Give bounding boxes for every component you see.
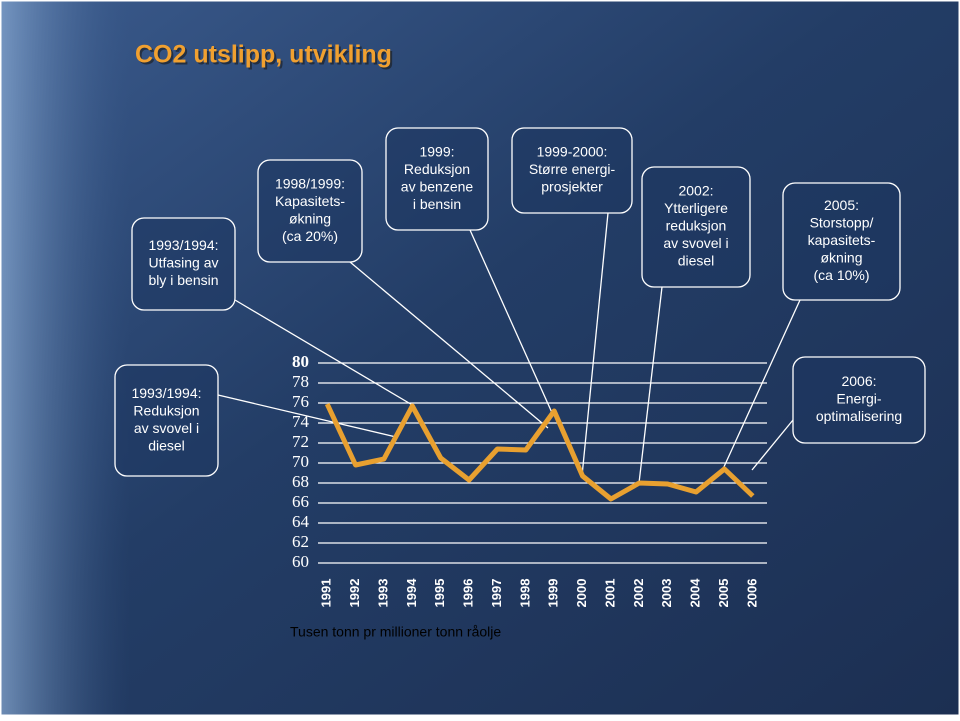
annotation-text: økning bbox=[289, 210, 331, 226]
annotation-text: av svovel i bbox=[663, 235, 728, 251]
annotation-text: Reduksjon bbox=[133, 402, 199, 418]
annotation-box bbox=[385, 127, 489, 231]
annotation-box bbox=[131, 217, 236, 311]
y-tick-label: 62 bbox=[292, 532, 309, 551]
annotation-text: kapasitets- bbox=[808, 232, 876, 248]
annotation: 1998/1999: Kapasitets-økning (ca 20%) bbox=[257, 159, 363, 263]
y-tick-label: 78 bbox=[292, 372, 309, 391]
annotation-box bbox=[114, 364, 219, 477]
connectors bbox=[217, 212, 801, 484]
annotation-text: reduksjon bbox=[666, 218, 727, 234]
annotation-text: 2002: bbox=[678, 183, 713, 199]
annotation-text: prosjekter bbox=[541, 179, 603, 195]
x-tick-label: 2000 bbox=[574, 579, 589, 608]
y-tick-label: 68 bbox=[292, 472, 309, 491]
annotation: 2006: Energi-optimalisering bbox=[792, 356, 926, 444]
x-tick-label: 2006 bbox=[744, 579, 759, 608]
annotation-text: økning bbox=[820, 250, 862, 266]
background-strip bbox=[0, 0, 130, 716]
data-line bbox=[324, 402, 755, 502]
annotation-text: diesel bbox=[148, 437, 185, 453]
connector bbox=[234, 299, 415, 407]
annotation-text: Utfasing av bbox=[148, 255, 218, 271]
annotation-text: 1993/1994: bbox=[148, 237, 218, 253]
x-tick-label: 1999 bbox=[546, 579, 561, 608]
y-tick-label: 64 bbox=[292, 512, 310, 531]
annotation-text: optimalisering bbox=[816, 408, 902, 424]
x-tick-label: 2005 bbox=[716, 579, 731, 608]
axis-label: Tusen tonn pr millioner tonn råolje bbox=[290, 624, 501, 640]
annotation-text: Storstopp/ bbox=[810, 215, 874, 231]
annotation-text: 2005: bbox=[824, 197, 859, 213]
annotation-text: 1993/1994: bbox=[131, 385, 201, 401]
y-tick-label: 72 bbox=[292, 432, 309, 451]
y-tick-label: 70 bbox=[292, 452, 309, 471]
annotation-text: av svovel i bbox=[134, 420, 199, 436]
annotation-text: 1999-2000: bbox=[537, 144, 608, 160]
annotation-box bbox=[257, 159, 363, 263]
annotation-text: av benzene bbox=[401, 178, 474, 194]
annotation-text: Større energi- bbox=[529, 161, 616, 177]
annotation-text: Energi- bbox=[836, 391, 881, 407]
annotation-text: diesel bbox=[678, 253, 715, 269]
x-tick-label: 1992 bbox=[347, 579, 362, 608]
annotation: 1999-2000:Større energi-prosjekter bbox=[511, 127, 633, 214]
title-shadow: CO2 utslipp, utvikling bbox=[137, 43, 394, 71]
x-tick-label: 2003 bbox=[659, 579, 674, 608]
y-tick-label: 74 bbox=[292, 412, 310, 431]
annotation-text: Kapasitets- bbox=[275, 193, 345, 209]
annotation-text: 1999: bbox=[419, 143, 454, 159]
x-tick-label: 1993 bbox=[375, 579, 390, 608]
annotation-box bbox=[782, 182, 901, 301]
chart-title: CO2 utslipp, utvikling bbox=[135, 41, 392, 69]
x-tick-label: 1995 bbox=[432, 579, 447, 608]
y-tick-label: 66 bbox=[292, 492, 309, 511]
x-tick-label: 2001 bbox=[602, 579, 617, 608]
annotation-text: 2006: bbox=[841, 373, 876, 389]
y-tick-label: 60 bbox=[292, 552, 309, 571]
annotation: 2005: Storstopp/kapasitets-økning(ca 10%) bbox=[782, 182, 901, 301]
x-tick-label: 2004 bbox=[688, 578, 703, 608]
annotation-text: bly i bensin bbox=[148, 272, 218, 288]
annotation-text: Reduksjon bbox=[404, 161, 470, 177]
x-tick-label: 1997 bbox=[489, 579, 504, 608]
connector bbox=[469, 229, 554, 416]
y-tick-label: 76 bbox=[292, 392, 309, 411]
connector bbox=[638, 286, 663, 484]
annotation-text: i bensin bbox=[413, 196, 461, 212]
x-tick-label: 1996 bbox=[461, 579, 476, 608]
connector bbox=[751, 419, 794, 471]
connector bbox=[581, 212, 609, 477]
y-tick-label: 80 bbox=[292, 352, 309, 371]
x-tick-label: 2002 bbox=[631, 579, 646, 608]
connector bbox=[722, 299, 801, 470]
annotation-box bbox=[511, 127, 633, 214]
annotation-box bbox=[641, 166, 751, 288]
x-tick-label: 1994 bbox=[404, 578, 419, 608]
x-tick-label: 1991 bbox=[319, 579, 334, 608]
connector bbox=[349, 261, 549, 429]
connector bbox=[217, 394, 397, 438]
annotation-text: Ytterligere bbox=[664, 200, 728, 216]
annotation-box bbox=[792, 356, 926, 444]
annotation-text: (ca 10%) bbox=[813, 267, 869, 283]
annotation-text: (ca 20%) bbox=[282, 228, 338, 244]
x-tick-label: 1998 bbox=[517, 579, 532, 608]
annotation-text: 1998/1999: bbox=[275, 175, 345, 191]
